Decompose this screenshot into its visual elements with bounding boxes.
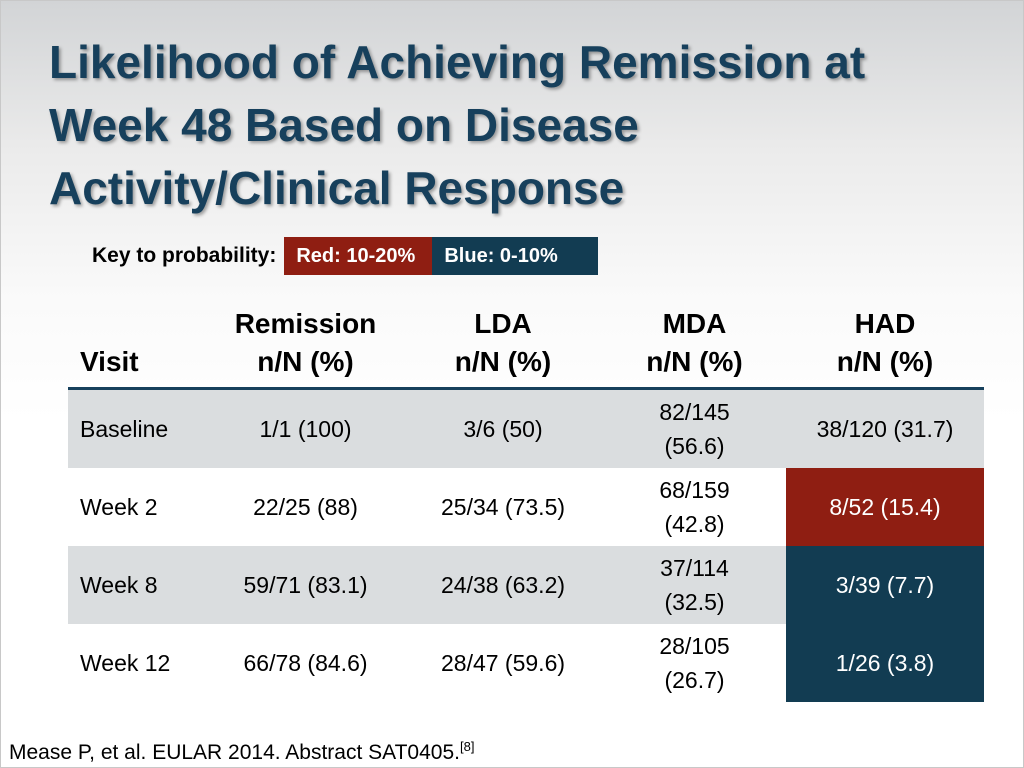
footnote-citation: Mease P, et al. EULAR 2014. Abstract SAT… bbox=[9, 739, 474, 765]
table-row: Baseline 1/1 (100) 3/6 (50) 82/145 (56.6)… bbox=[68, 388, 984, 468]
cell-lda: 28/47 (59.6) bbox=[440, 650, 566, 676]
table-row: Week 12 66/78 (84.6) 28/47 (59.6) 28/105… bbox=[68, 624, 984, 702]
key-label: Key to probability: bbox=[92, 244, 277, 267]
header-lda: LDA n/N (%) bbox=[403, 301, 603, 390]
cell-remission: 66/78 (84.6) bbox=[243, 650, 368, 676]
cell-remission: 22/25 (88) bbox=[253, 494, 358, 520]
key-red-box: Red: 10-20% bbox=[284, 237, 433, 275]
cell-visit: Week 2 bbox=[80, 494, 158, 520]
title-line-1: Likelihood of Achieving Remission at bbox=[49, 36, 866, 88]
cell-had-highlight-blue: 3/39 (7.7) bbox=[786, 546, 984, 624]
table-row: Week 8 59/71 (83.1) 24/38 (63.2) 37/114(… bbox=[68, 546, 984, 624]
cell-had-highlight-blue: 1/26 (3.8) bbox=[786, 624, 984, 702]
table-row: Week 2 22/25 (88) 25/34 (73.5) 68/159 (42… bbox=[68, 468, 984, 546]
cell-had-highlight-red: 8/52 (15.4) bbox=[786, 468, 984, 546]
cell-had: 38/120 (31.7) bbox=[786, 388, 984, 468]
cell-mda: 28/105 (26.7) bbox=[659, 633, 730, 693]
footnote-text: Mease P, et al. EULAR 2014. Abstract SAT… bbox=[9, 741, 460, 764]
header-remission: Remission n/N (%) bbox=[208, 301, 403, 390]
probability-key: Key to probability: Red: 10-20% Blue: 0-… bbox=[92, 237, 599, 275]
cell-lda: 25/34 (73.5) bbox=[440, 494, 566, 520]
cell-mda: 68/159 (42.8) bbox=[659, 477, 730, 537]
cell-visit: Week 8 bbox=[68, 546, 208, 624]
cell-visit: Baseline bbox=[68, 388, 208, 468]
key-blue-box: Blue: 0-10% bbox=[432, 237, 599, 275]
header-mda: MDA n/N (%) bbox=[603, 301, 786, 390]
title-line-3: Activity/Clinical Response bbox=[49, 162, 625, 214]
cell-mda: 82/145 (56.6) bbox=[603, 388, 786, 468]
table-header-row: Visit Remission n/N (%) LDA n/N (%) MDA … bbox=[68, 301, 984, 390]
cell-lda: 3/6 (50) bbox=[403, 388, 603, 468]
cell-lda: 24/38 (63.2) bbox=[403, 546, 603, 624]
cell-remission: 1/1 (100) bbox=[208, 388, 403, 468]
header-had: HAD n/N (%) bbox=[786, 301, 984, 390]
footnote-ref: [8] bbox=[459, 739, 475, 754]
title-line-2: Week 48 Based on Disease bbox=[49, 99, 639, 151]
data-table: Visit Remission n/N (%) LDA n/N (%) MDA … bbox=[68, 301, 984, 702]
slide-title: Likelihood of Achieving Remission at Wee… bbox=[49, 31, 1009, 220]
cell-visit: Week 12 bbox=[80, 650, 171, 676]
cell-remission: 59/71 (83.1) bbox=[208, 546, 403, 624]
header-visit: Visit bbox=[68, 301, 208, 390]
cell-mda: 37/114 (32.5) bbox=[603, 546, 786, 624]
